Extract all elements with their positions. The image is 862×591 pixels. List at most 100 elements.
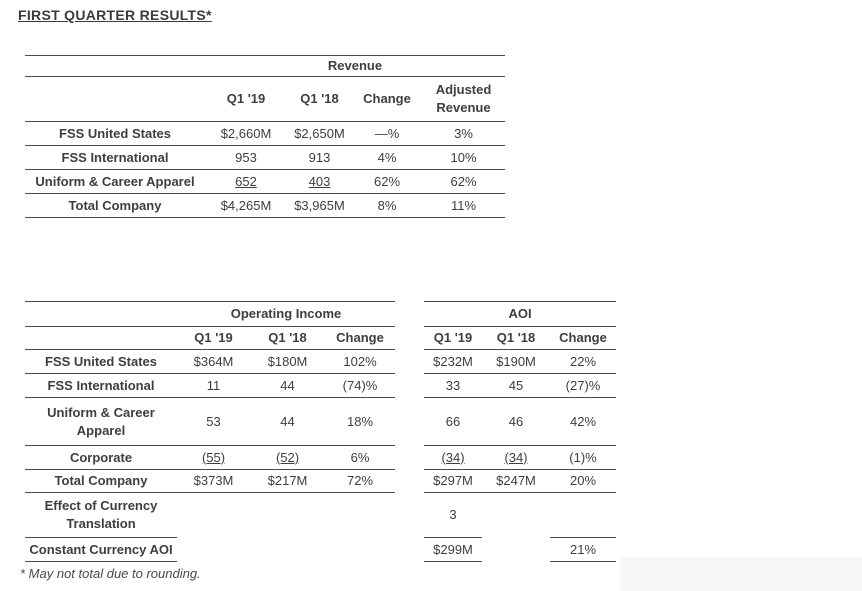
row-label: Effect of Currency Translation: [25, 492, 177, 538]
table-row: Total Company $4,265M $3,965M 8% 11%: [25, 193, 506, 218]
column-header-q1-19: Q1 '19: [177, 326, 250, 350]
table-row: $299M 21%: [424, 537, 617, 562]
cell-change: 4%: [352, 145, 422, 170]
cell-q1-18: 403: [287, 169, 352, 194]
column-header-q1-18: Q1 '18: [250, 326, 325, 350]
cell-q1-18: (52): [250, 445, 325, 470]
cell-q1-18: (34): [482, 445, 550, 470]
cell-q1-18: 913: [287, 145, 352, 170]
cell-q1-18: $180M: [250, 349, 325, 374]
table-row: (34) (34) (1)%: [424, 445, 617, 470]
table-row: Total Company $373M $217M 72%: [25, 469, 395, 493]
table-row: FSS International 953 913 4% 10%: [25, 145, 506, 170]
cell-q1-18: 46: [482, 397, 550, 446]
cell-q1-19: $373M: [177, 469, 250, 493]
cell-adjusted: 62%: [422, 169, 506, 194]
cell-q1-18: [482, 538, 550, 562]
cell-q1-19: $2,660M: [205, 121, 287, 146]
cell-q1-19: 3: [424, 492, 482, 538]
cell-q1-18: [250, 493, 325, 538]
empty-cell: [25, 326, 177, 350]
cell-change: [325, 493, 395, 538]
cell-change: 6%: [325, 445, 395, 470]
rounding-footnote: * May not total due to rounding.: [20, 566, 201, 581]
table-row: Effect of Currency Translation: [25, 492, 395, 538]
cell-change: (1)%: [550, 445, 617, 470]
row-label: Constant Currency AOI: [25, 537, 177, 562]
row-label: Corporate: [25, 445, 177, 470]
cell-q1-19: 11: [177, 373, 250, 398]
cell-change: 62%: [352, 169, 422, 194]
table-row: 3: [424, 492, 617, 538]
column-header-q1-18: Q1 '18: [482, 326, 550, 350]
cell-q1-19: 53: [177, 397, 250, 446]
cell-q1-19: 66: [424, 397, 482, 446]
row-label: Total Company: [25, 469, 177, 493]
cell-change: 8%: [352, 193, 422, 218]
empty-cell: [25, 55, 205, 77]
group-header: Operating Income: [177, 301, 395, 327]
cell-q1-19: (34): [424, 445, 482, 470]
row-label: Uniform & Career Apparel: [25, 169, 205, 194]
cell-q1-19: $364M: [177, 349, 250, 374]
group-header: Revenue: [205, 55, 506, 77]
operating-income-table: Operating Income Q1 '19 Q1 '18 Change FS…: [25, 301, 395, 562]
cell-q1-18: 44: [250, 373, 325, 398]
group-header-row: Revenue: [25, 55, 506, 77]
cell-change: —%: [352, 121, 422, 146]
cell-q1-19: 33: [424, 373, 482, 398]
cell-q1-19: $232M: [424, 349, 482, 374]
empty-cell: [25, 301, 177, 327]
cell-q1-19: $299M: [424, 537, 482, 562]
row-label: FSS United States: [25, 349, 177, 374]
cell-q1-19: 953: [205, 145, 287, 170]
cell-change: [325, 538, 395, 562]
table-row: 33 45 (27)%: [424, 373, 617, 398]
row-label: Total Company: [25, 193, 205, 218]
row-label: FSS International: [25, 373, 177, 398]
table-row: $297M $247M 20%: [424, 469, 617, 493]
row-label: FSS International: [25, 145, 205, 170]
aoi-table: AOI Q1 '19 Q1 '18 Change $232M $190M 22%…: [424, 301, 617, 562]
cell-change: (74)%: [325, 373, 395, 398]
cell-q1-18: $2,650M: [287, 121, 352, 146]
column-header-change: Change: [352, 76, 422, 122]
cell-q1-19: [177, 538, 250, 562]
cell-q1-18: [250, 538, 325, 562]
cell-q1-18: $217M: [250, 469, 325, 493]
cell-change: 20%: [550, 469, 617, 493]
column-header-q1-19: Q1 '19: [424, 326, 482, 350]
cell-q1-19: $4,265M: [205, 193, 287, 218]
column-header-row: Q1 '19 Q1 '18 Change Adjusted Revenue: [25, 76, 506, 122]
cell-change: 21%: [550, 537, 617, 562]
table-row: Uniform & Career Apparel 53 44 18%: [25, 397, 395, 446]
cell-change: 18%: [325, 397, 395, 446]
column-header-change: Change: [550, 326, 617, 350]
cell-q1-18: 44: [250, 397, 325, 446]
cell-q1-19: $297M: [424, 469, 482, 493]
group-header-row: AOI: [424, 301, 617, 327]
cell-q1-18: [482, 493, 550, 538]
group-header: AOI: [424, 301, 617, 327]
cell-change: 102%: [325, 349, 395, 374]
table-row: FSS International 11 44 (74)%: [25, 373, 395, 398]
empty-cell: [25, 76, 205, 122]
cell-q1-18: $3,965M: [287, 193, 352, 218]
cell-change: 42%: [550, 397, 617, 446]
column-header-row: Q1 '19 Q1 '18 Change: [25, 326, 395, 350]
table-row: 66 46 42%: [424, 397, 617, 446]
cell-q1-19: [177, 493, 250, 538]
background-shade: [620, 557, 862, 591]
column-header-row: Q1 '19 Q1 '18 Change: [424, 326, 617, 350]
cell-change: 22%: [550, 349, 617, 374]
revenue-table: Revenue Q1 '19 Q1 '18 Change Adjusted Re…: [25, 55, 506, 218]
cell-change: (27)%: [550, 373, 617, 398]
column-header-change: Change: [325, 326, 395, 350]
column-header-q1-19: Q1 '19: [205, 76, 287, 122]
cell-q1-18: 45: [482, 373, 550, 398]
table-row: Corporate (55) (52) 6%: [25, 445, 395, 470]
cell-change: [550, 492, 617, 538]
cell-adjusted: 10%: [422, 145, 506, 170]
column-header-q1-18: Q1 '18: [287, 76, 352, 122]
